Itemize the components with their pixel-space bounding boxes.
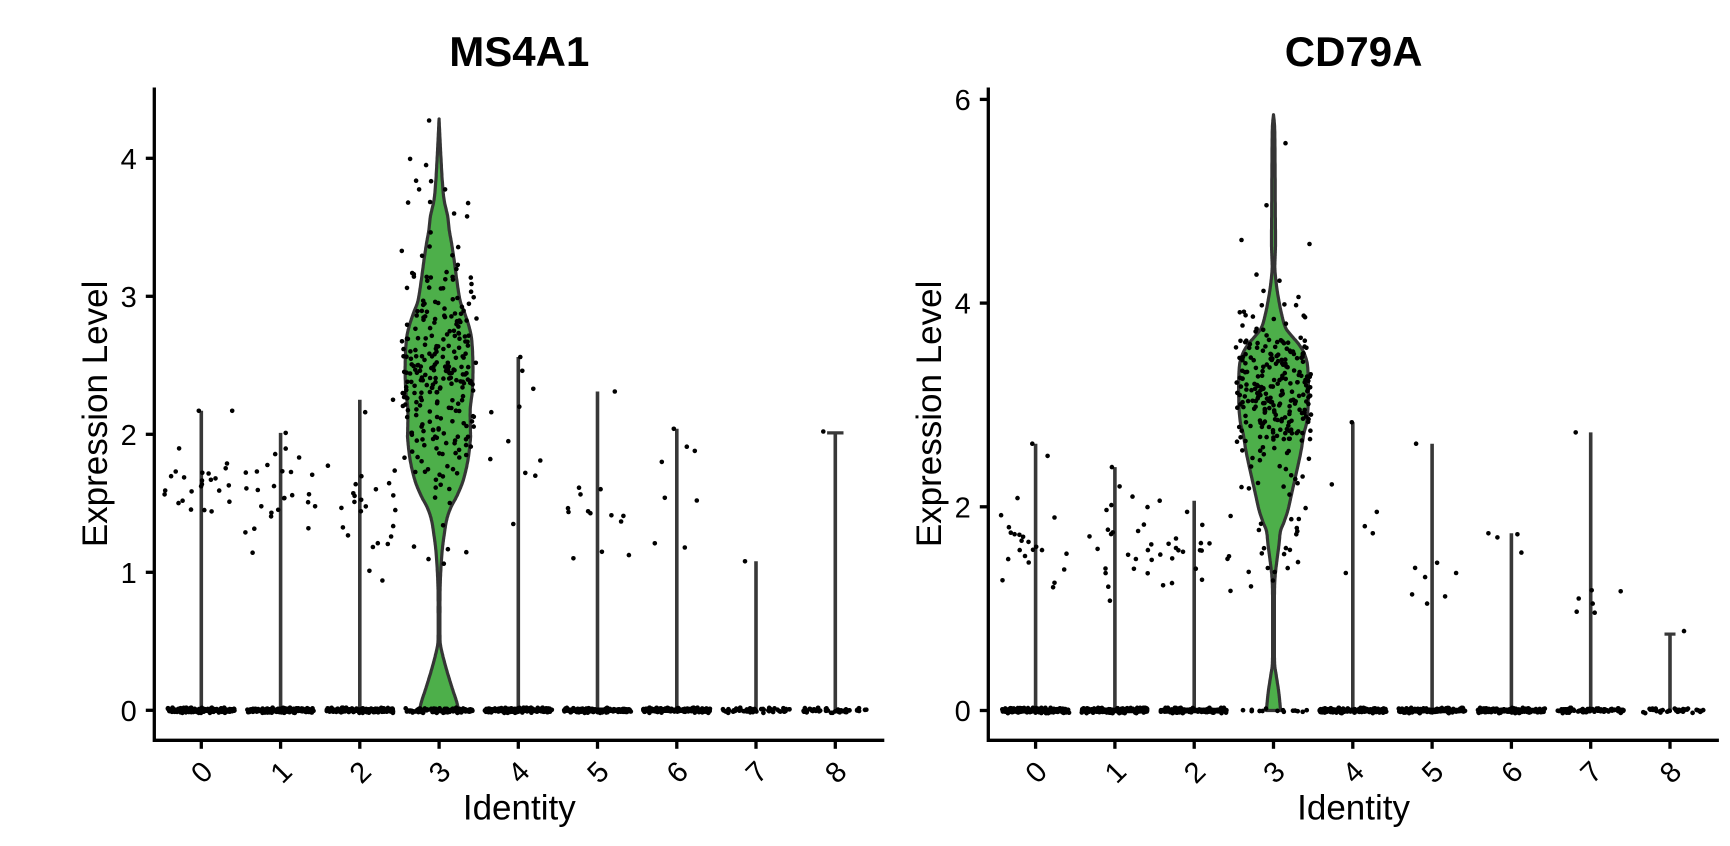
svg-text:0: 0 <box>121 696 137 728</box>
svg-text:Expression Level: Expression Level <box>76 281 115 548</box>
svg-text:4: 4 <box>955 289 971 321</box>
svg-text:MS4A1: MS4A1 <box>449 28 589 75</box>
svg-text:Identity: Identity <box>463 789 576 828</box>
svg-text:2: 2 <box>955 492 971 524</box>
svg-text:Identity: Identity <box>1297 789 1410 828</box>
svg-text:CD79A: CD79A <box>1285 28 1423 75</box>
svg-text:2: 2 <box>121 420 137 452</box>
svg-text:1: 1 <box>121 558 137 590</box>
svg-text:6: 6 <box>955 85 971 117</box>
svg-text:4: 4 <box>121 144 137 176</box>
svg-text:0: 0 <box>955 696 971 728</box>
svg-text:3: 3 <box>121 282 137 314</box>
svg-text:Expression Level: Expression Level <box>910 281 949 548</box>
